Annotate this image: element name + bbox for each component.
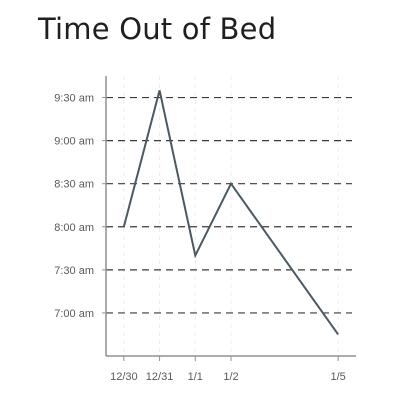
horizontal-gridlines — [106, 96, 352, 314]
y-axis-tick-labels: 7:00 am 7:30 am 8:00 am 8:30 am 9:00 am 9:30 … — [54, 93, 94, 320]
data-point — [193, 253, 197, 257]
y-tick-label: 9:30 am — [54, 93, 94, 105]
x-tick-label: 12/30 — [110, 371, 138, 383]
vertical-gridlines — [123, 76, 339, 356]
data-point — [158, 88, 162, 92]
x-tick-label: 1/5 — [330, 371, 345, 383]
y-tick-label: 7:30 am — [54, 265, 94, 277]
y-tick-label: 7:00 am — [54, 308, 94, 320]
y-tick-label: 8:30 am — [54, 179, 94, 191]
series-line-path — [122, 90, 339, 336]
x-tick-label: 1/2 — [223, 371, 238, 383]
x-tick-label: 12/31 — [146, 371, 174, 383]
x-axis-tick-labels: 12/30 12/31 1/1 1/2 1/5 — [110, 371, 346, 383]
y-tick-label: 9:00 am — [54, 136, 94, 148]
data-point — [122, 225, 126, 229]
axes — [102, 76, 356, 361]
data-point — [229, 182, 233, 186]
chart-title: Time Out of Bed — [38, 12, 277, 46]
x-tick-label: 1/1 — [188, 371, 203, 383]
y-tick-label: 8:00 am — [54, 222, 94, 234]
series-line — [122, 88, 340, 336]
data-point — [336, 332, 340, 336]
